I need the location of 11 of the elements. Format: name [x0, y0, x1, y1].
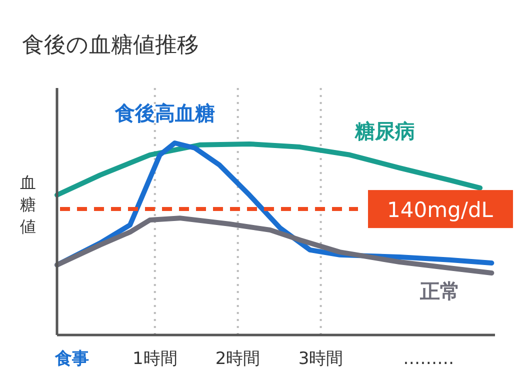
series-label: 食後高血糖: [114, 101, 215, 125]
chart-title: 食後の血糖値推移: [22, 33, 199, 58]
ref-line-label: 140mg/dL: [387, 198, 494, 222]
x-tick-label: 食事: [54, 349, 89, 369]
x-tick-label: ………: [403, 349, 454, 369]
x-tick-label: 1時間: [132, 349, 178, 369]
x-tick-label: 2時間: [215, 349, 260, 369]
series-label: 正常: [419, 279, 460, 303]
series-label: 糖尿病: [354, 119, 415, 143]
x-tick-label: 3時間: [298, 349, 344, 369]
y-axis-title: 血糖値: [20, 173, 36, 236]
